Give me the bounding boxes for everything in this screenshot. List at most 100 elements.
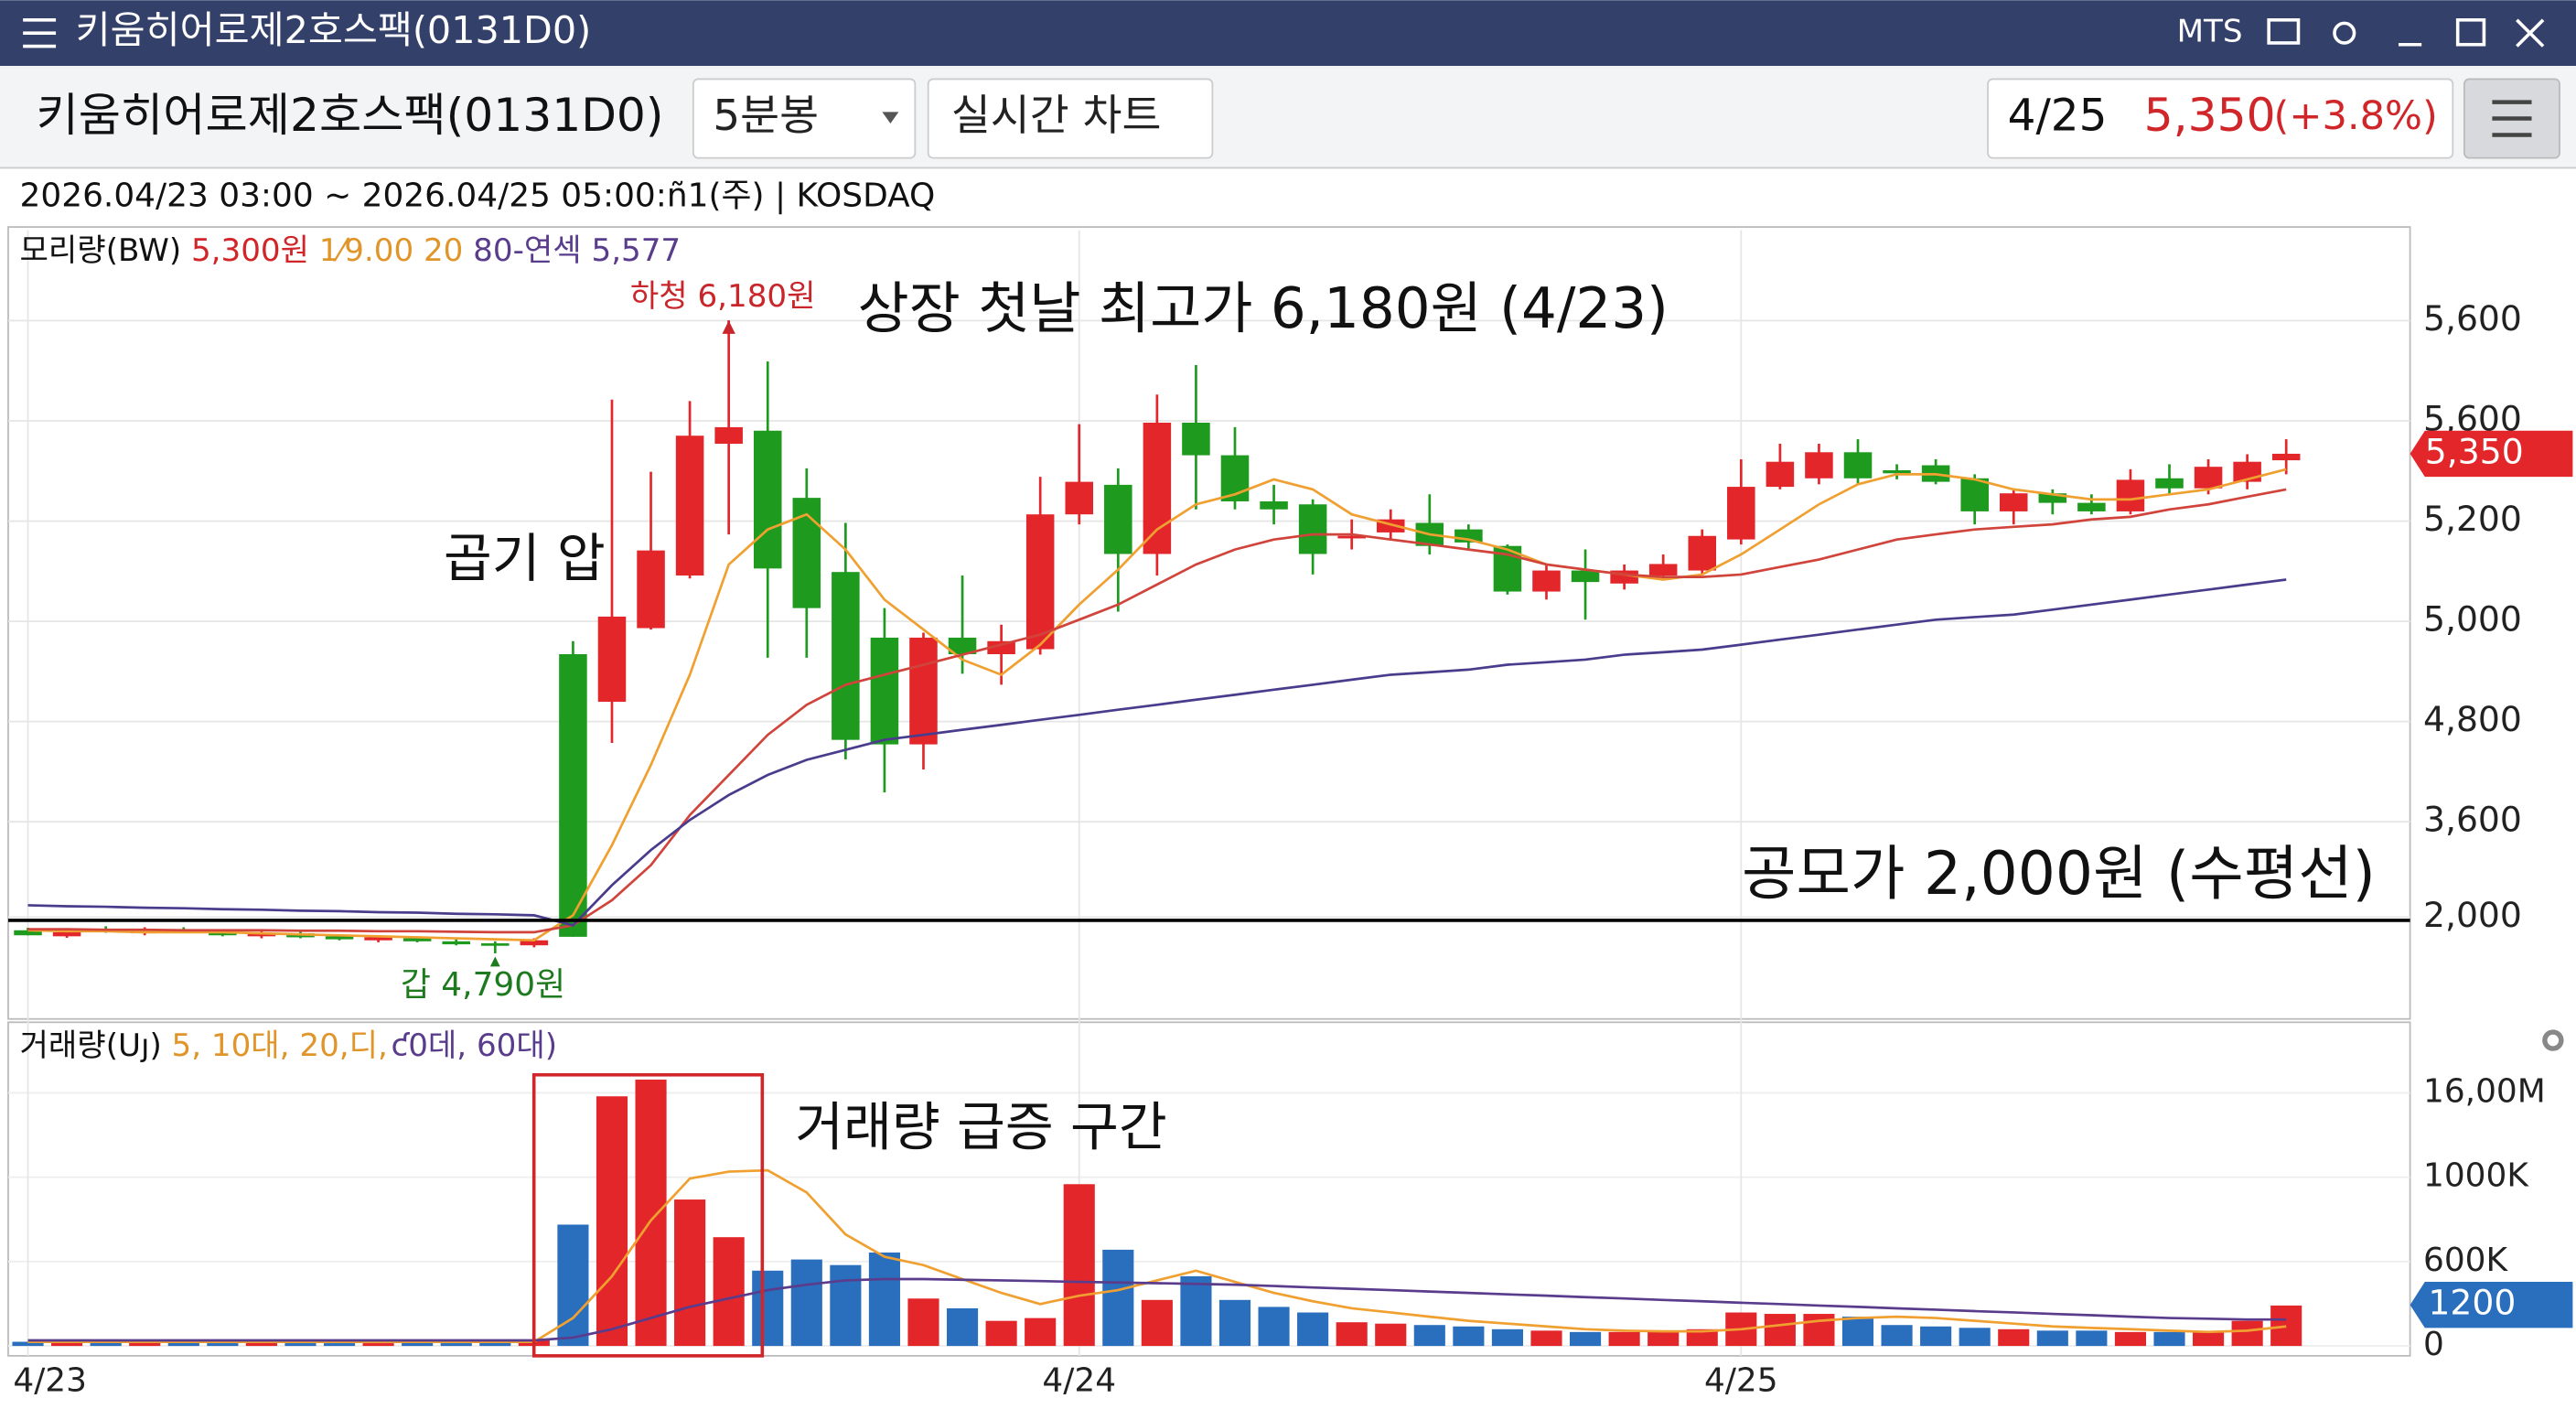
candle-body: [1960, 478, 1989, 511]
info-line: 2026.04/23 03:00 ~ 2026.04/25 05:00:ñ1(주…: [20, 177, 936, 215]
title-bar: [0, 0, 2576, 67]
y-tick-label: 5,000: [2423, 599, 2522, 640]
y-tick-label: 16,00M: [2423, 1073, 2546, 1111]
candle-body: [1883, 470, 1911, 474]
x-tick-label: 4/25: [1704, 1362, 1778, 1400]
volume-bar: [1063, 1184, 1095, 1347]
candle-body: [1688, 535, 1717, 571]
volume-bar: [1141, 1299, 1173, 1347]
volume-bar: [1218, 1299, 1251, 1347]
baseline-annotation: 공모가 2,000원 (수평선): [1742, 840, 2376, 909]
candle-body: [1337, 535, 1366, 539]
realtime-button[interactable]: [927, 78, 1214, 159]
volume-bar: [1959, 1328, 1991, 1347]
candle-body: [559, 654, 587, 937]
volume-bar: [1764, 1314, 1796, 1347]
volume-bar: [90, 1342, 122, 1347]
stock-name: 키움히어로제2호스팩(0131D0): [37, 88, 664, 142]
price-box: [1987, 78, 2454, 159]
candle-body: [792, 498, 821, 608]
candle-body: [832, 572, 860, 740]
volume-bar: [12, 1341, 44, 1347]
window-title: 키움히어로제2호스팩(0131D0): [76, 8, 592, 52]
volume-bar: [2114, 1331, 2147, 1347]
price-value: 5,350: [2144, 88, 2276, 142]
volume-bar: [1530, 1330, 1562, 1347]
note-annotation: 곱기 압: [444, 528, 606, 589]
volume-bar: [2270, 1305, 2302, 1347]
plot: [12, 320, 2302, 1358]
price-tag-label: 5,350: [2425, 431, 2524, 471]
volume-bar: [907, 1298, 939, 1347]
y-tick-label: 3,600: [2423, 800, 2522, 840]
candle-body: [1182, 422, 1210, 456]
legend-price: 5,300원: [191, 232, 309, 269]
volume-bar: [790, 1259, 822, 1347]
volume-bar: [674, 1199, 706, 1347]
candle-body: [2155, 478, 2184, 489]
volume-bar: [1102, 1249, 1134, 1347]
volume-bar: [868, 1252, 900, 1347]
menu-icon[interactable]: [23, 17, 57, 48]
low-annotation: 갑 4,790원: [401, 966, 565, 1004]
candle-body: [52, 931, 81, 937]
legend-ma-b: ƈ0데, 60대): [391, 1027, 557, 1064]
volume-bar: [207, 1343, 239, 1347]
price-change: (+3.8%): [2274, 93, 2438, 139]
peak-arrowhead: [722, 320, 735, 334]
y-tick-label: 5,600: [2423, 298, 2522, 339]
volume-bar: [1491, 1328, 1523, 1347]
ma-line: [27, 1277, 2287, 1342]
volume-bar: [830, 1264, 862, 1347]
price-panel: [7, 226, 2411, 1020]
volume-bar: [596, 1096, 628, 1347]
volume-bar: [1920, 1326, 1952, 1347]
window-controls[interactable]: [2267, 17, 2545, 48]
candle-body: [714, 426, 743, 444]
settings-icon[interactable]: [2542, 1029, 2564, 1051]
candle-body: [2116, 479, 2145, 511]
candle-body: [987, 640, 1015, 655]
headline-annotation: 상장 첫날 최고가 6,180원 (4/23): [857, 276, 1668, 341]
candle-body: [1532, 570, 1561, 592]
candle-body: [442, 941, 470, 945]
volume-bar: [1180, 1275, 1212, 1347]
candle-body: [637, 550, 665, 629]
candle-body: [909, 637, 938, 745]
volume-bar: [1686, 1328, 1718, 1347]
interval-label: 5분봉: [713, 91, 819, 141]
candle-body: [520, 940, 549, 946]
volume-bar: [1803, 1314, 1835, 1347]
ma-line: [27, 488, 2287, 934]
y-tick-label: 1000K: [2423, 1157, 2529, 1195]
volume-bar: [2231, 1320, 2263, 1347]
volume-bar: [167, 1342, 199, 1347]
volume-bar: [323, 1343, 356, 1347]
legend-label: 거래량(Uȷ): [20, 1027, 162, 1064]
volume-bar: [2193, 1331, 2225, 1347]
volume-bar: [557, 1224, 589, 1347]
candle-body: [1104, 484, 1132, 554]
candle-body: [1260, 500, 1288, 510]
candle-body: [1143, 422, 1172, 554]
surge-box: [531, 1072, 765, 1358]
volume-bar: [1375, 1323, 1407, 1347]
candle-body: [1025, 514, 1055, 650]
volume-bar: [402, 1342, 434, 1347]
volume-bar: [946, 1307, 979, 1347]
volume-bar: [245, 1342, 277, 1347]
x-tick-label: 4/23: [13, 1362, 87, 1400]
volume-bar: [362, 1343, 394, 1347]
volume-bar: [1025, 1318, 1057, 1347]
ma-line: [27, 578, 2287, 927]
peak-annotation: 하청 6,180원: [630, 278, 816, 315]
volume-bar: [1336, 1322, 1368, 1347]
volume-tag: [2410, 1282, 2573, 1328]
candle-body: [402, 938, 432, 941]
candle-body: [597, 616, 627, 703]
candle-body: [14, 930, 42, 936]
interval-dropdown[interactable]: [692, 78, 917, 159]
ma-line: [27, 468, 2287, 942]
volume-bar: [51, 1341, 83, 1347]
